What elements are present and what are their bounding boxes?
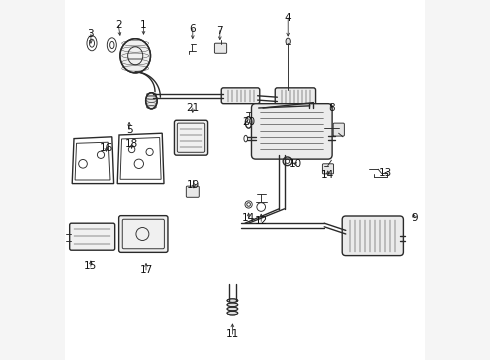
Text: 7: 7 <box>217 26 223 36</box>
Text: 14: 14 <box>321 170 335 180</box>
Text: 17: 17 <box>139 265 152 275</box>
Text: 5: 5 <box>126 125 132 135</box>
Text: 13: 13 <box>379 168 392 178</box>
Ellipse shape <box>227 311 238 315</box>
Text: 18: 18 <box>125 139 138 149</box>
FancyBboxPatch shape <box>275 88 316 106</box>
Text: 10: 10 <box>289 159 302 169</box>
Ellipse shape <box>120 39 150 73</box>
Text: 21: 21 <box>186 103 199 113</box>
FancyBboxPatch shape <box>70 223 115 250</box>
Text: 14: 14 <box>242 213 255 223</box>
FancyBboxPatch shape <box>342 216 403 256</box>
Text: 16: 16 <box>100 143 113 153</box>
Text: 4: 4 <box>285 13 292 23</box>
Ellipse shape <box>227 307 238 311</box>
Text: 15: 15 <box>84 261 98 271</box>
Text: 3: 3 <box>88 29 94 39</box>
Text: 19: 19 <box>187 180 200 190</box>
FancyBboxPatch shape <box>322 164 334 174</box>
Ellipse shape <box>286 38 291 45</box>
FancyBboxPatch shape <box>221 88 260 104</box>
FancyBboxPatch shape <box>186 186 199 197</box>
Text: 20: 20 <box>242 117 255 127</box>
FancyBboxPatch shape <box>251 104 332 159</box>
Ellipse shape <box>146 93 157 109</box>
Text: 12: 12 <box>255 216 268 226</box>
Text: 6: 6 <box>190 24 196 34</box>
Text: 9: 9 <box>411 213 417 223</box>
Text: 8: 8 <box>328 103 335 113</box>
FancyBboxPatch shape <box>119 216 168 252</box>
Ellipse shape <box>227 303 238 307</box>
FancyBboxPatch shape <box>174 120 208 155</box>
Ellipse shape <box>227 299 238 302</box>
Text: 11: 11 <box>226 329 239 339</box>
FancyBboxPatch shape <box>333 123 344 136</box>
Text: 2: 2 <box>115 20 122 30</box>
Text: 1: 1 <box>140 20 147 30</box>
FancyBboxPatch shape <box>215 43 227 53</box>
